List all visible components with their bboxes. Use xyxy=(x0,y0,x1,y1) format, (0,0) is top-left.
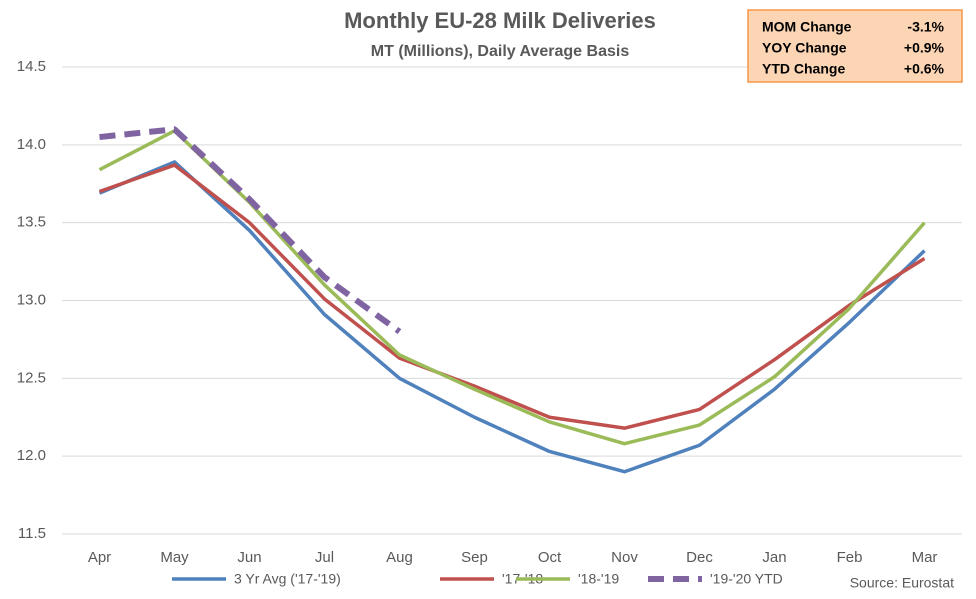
summary-label: YTD Change xyxy=(762,61,845,77)
x-tick-label: Aug xyxy=(386,549,413,566)
y-tick-label: 14.5 xyxy=(17,58,46,75)
x-tick-label: Apr xyxy=(88,549,111,566)
series-line xyxy=(98,129,926,446)
summary-value: +0.9% xyxy=(904,40,945,56)
chart-title: Monthly EU-28 Milk Deliveries xyxy=(344,8,656,33)
series-line xyxy=(98,160,926,474)
x-tick-label: Jul xyxy=(315,549,334,566)
x-tick-label: Jan xyxy=(762,549,786,566)
x-tick-label: Feb xyxy=(837,549,863,566)
x-tick-label: Mar xyxy=(912,549,938,566)
summary-label: YOY Change xyxy=(762,40,847,56)
x-tick-label: Sep xyxy=(461,549,488,566)
y-tick-label: 12.5 xyxy=(17,369,46,386)
summary-value: -3.1% xyxy=(907,19,944,35)
y-tick-label: 11.5 xyxy=(18,525,46,542)
legend-label: '19-'20 YTD xyxy=(710,571,783,587)
x-tick-label: Nov xyxy=(611,549,638,566)
summary-value: +0.6% xyxy=(904,61,945,77)
series-line xyxy=(98,163,926,430)
x-tick-label: Dec xyxy=(686,549,713,566)
y-tick-label: 13.5 xyxy=(17,214,46,231)
y-tick-label: 12.0 xyxy=(17,447,46,464)
series-line xyxy=(99,126,402,335)
source: Source: Eurostat xyxy=(850,575,954,591)
x-tick-label: Jun xyxy=(237,549,261,566)
x-tick-label: Oct xyxy=(538,549,562,566)
y-tick-label: 13.0 xyxy=(17,291,46,308)
chart-subtitle: MT (Millions), Daily Average Basis xyxy=(371,43,630,60)
summary-box xyxy=(747,9,963,83)
x-tick-label: May xyxy=(160,549,189,566)
legend-label: '18-'19 xyxy=(578,571,619,587)
summary-label: MOM Change xyxy=(762,19,852,35)
legend-label: 3 Yr Avg ('17-'19) xyxy=(234,571,341,587)
y-tick-label: 14.0 xyxy=(17,136,46,153)
